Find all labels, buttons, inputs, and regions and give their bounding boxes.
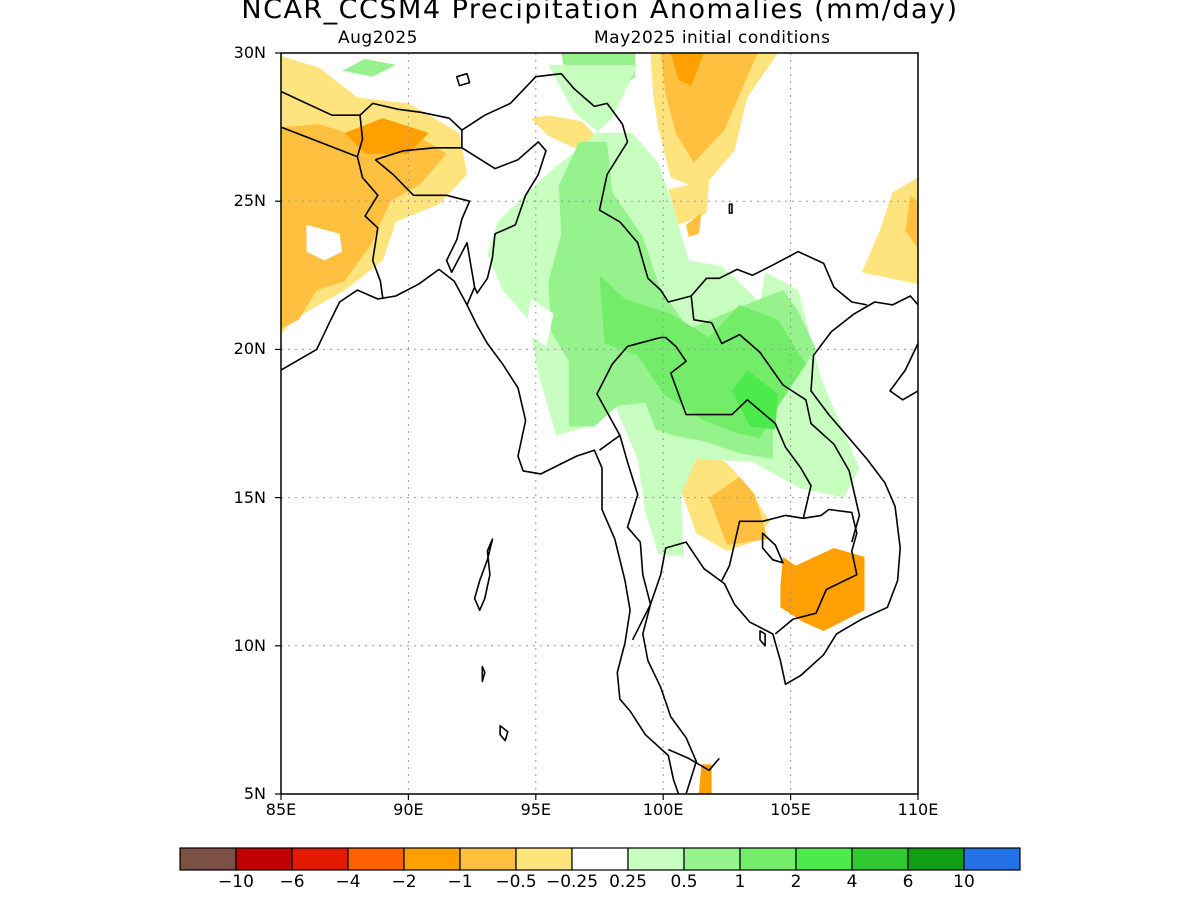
colorbar-swatch bbox=[347, 847, 405, 871]
island-outline bbox=[481, 665, 486, 683]
anomaly-region bbox=[344, 118, 429, 154]
anomaly-region bbox=[686, 213, 702, 237]
x-tick-label: 95E bbox=[520, 800, 552, 819]
country-borders bbox=[281, 72, 868, 772]
anomaly-region bbox=[780, 548, 865, 631]
island-outline bbox=[473, 538, 494, 612]
island-outline bbox=[455, 72, 471, 87]
country-border bbox=[596, 336, 812, 581]
y-tick-label: 10N bbox=[233, 635, 266, 655]
country-border bbox=[690, 295, 861, 543]
x-tick-label: 105E bbox=[770, 800, 811, 819]
country-border bbox=[599, 434, 652, 641]
valid-month-label: Aug2025 bbox=[338, 28, 418, 48]
colorbar-swatch bbox=[739, 847, 797, 871]
anomaly-region bbox=[698, 764, 712, 794]
anomaly-region bbox=[342, 58, 396, 77]
colorbar-swatch bbox=[235, 847, 293, 871]
colorbar-label: −4 bbox=[335, 872, 361, 892]
y-tick-label: 25N bbox=[233, 191, 266, 211]
x-tick-label: 85E bbox=[265, 800, 297, 819]
colorbar-label: 1 bbox=[734, 872, 746, 892]
colorbar-swatch bbox=[627, 847, 685, 871]
colorbar-swatch bbox=[179, 847, 237, 871]
colorbar-label: −1 bbox=[447, 872, 473, 892]
colorbar-label: 4 bbox=[846, 872, 858, 892]
x-tick-label: 100E bbox=[642, 800, 684, 819]
colorbar-label: 10 bbox=[953, 872, 975, 892]
anomaly-region bbox=[732, 370, 778, 430]
coastlines bbox=[281, 72, 918, 794]
island-outline bbox=[759, 630, 766, 647]
colorbar-swatch bbox=[851, 847, 909, 871]
colorbar-swatch bbox=[963, 847, 1021, 871]
colorbar-label: −0.25 bbox=[545, 872, 599, 892]
anomaly-region bbox=[281, 124, 447, 329]
country-border bbox=[667, 748, 720, 772]
initial-conditions-label: May2025 initial conditions bbox=[594, 28, 831, 48]
country-border bbox=[598, 141, 868, 306]
colorbar-swatch bbox=[571, 847, 629, 871]
colorbar-swatch bbox=[515, 847, 573, 871]
colorbar-label: −0.5 bbox=[495, 872, 537, 892]
anomaly-fill-layer bbox=[281, 53, 918, 794]
anomaly-region bbox=[670, 53, 704, 86]
colorbar-label: 6 bbox=[902, 872, 914, 892]
country-border bbox=[374, 159, 476, 306]
y-tick-label: 20N bbox=[233, 339, 266, 359]
colorbar-label: 0.5 bbox=[670, 872, 698, 892]
colorbar-swatch bbox=[795, 847, 853, 871]
coastline bbox=[281, 268, 680, 794]
map-title: NCAR_CCSM4 Precipitation Anomalies (mm/d… bbox=[241, 0, 959, 25]
y-tick-label: 30N bbox=[233, 43, 266, 62]
anomaly-region bbox=[306, 224, 343, 261]
anomaly-region bbox=[905, 195, 918, 249]
colorbar-swatch bbox=[907, 847, 965, 871]
anomaly-region bbox=[861, 177, 918, 285]
colorbar-swatch bbox=[683, 847, 741, 871]
colorbar bbox=[179, 847, 1021, 871]
colorbar-label: 0.25 bbox=[609, 872, 647, 892]
country-border bbox=[774, 508, 858, 635]
gridlines bbox=[281, 53, 918, 794]
colorbar-swatch bbox=[403, 847, 461, 871]
coastline bbox=[641, 295, 918, 794]
x-tick-label: 110E bbox=[897, 800, 939, 819]
coastline bbox=[889, 343, 918, 401]
island-outline bbox=[499, 724, 509, 742]
country-border bbox=[375, 130, 463, 161]
x-tick-label: 90E bbox=[393, 800, 424, 819]
island-outline bbox=[728, 203, 733, 214]
map-frame bbox=[280, 52, 919, 795]
country-border bbox=[281, 72, 629, 143]
island-outline bbox=[761, 532, 784, 564]
colorbar-label: −6 bbox=[279, 872, 305, 892]
colorbar-label: −10 bbox=[218, 872, 254, 892]
colorbar-label: −2 bbox=[391, 872, 417, 892]
colorbar-swatch bbox=[459, 847, 517, 871]
anomaly-region bbox=[668, 180, 710, 225]
anomaly-region bbox=[525, 299, 554, 347]
anomaly-region bbox=[709, 476, 768, 545]
colorbar-swatch bbox=[291, 847, 349, 871]
y-tick-label: 15N bbox=[233, 487, 266, 507]
country-border bbox=[356, 156, 384, 300]
country-border bbox=[461, 141, 547, 294]
axis-ticks bbox=[275, 52, 919, 800]
anomaly-region bbox=[530, 115, 608, 148]
colorbar-label: 2 bbox=[790, 872, 802, 892]
y-tick-label: 5N bbox=[243, 784, 266, 803]
